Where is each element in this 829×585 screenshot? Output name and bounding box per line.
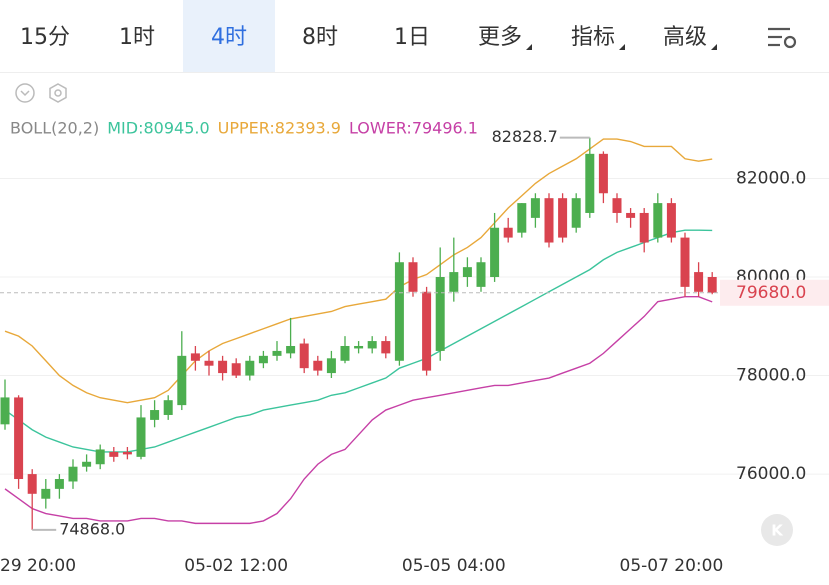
candle-body [680,237,690,287]
candle-body [598,153,608,194]
candle-body [476,262,486,287]
max-label: 82828.7 [492,127,558,146]
legend-entry: MID:80945.0 [107,119,209,138]
candle-body [54,479,64,489]
candle-body [190,353,200,361]
tab[interactable]: 1日 [394,25,430,50]
candle-body [0,397,10,425]
candle-body [326,358,336,374]
candle-body [177,355,187,406]
x-tick-label: 05-05 04:00 [402,556,506,576]
boll-line [4,229,713,453]
candle-body [163,400,173,415]
y-tick-label: 82000.0 [736,168,806,188]
tab[interactable]: 15分 [20,25,70,50]
y-tick-label: 76000.0 [736,464,806,484]
candle-body [571,198,581,228]
candle-body [150,410,160,420]
candle-body [109,451,119,457]
candle-body [462,267,472,278]
y-tick-label: 78000.0 [736,366,806,386]
x-tick-label: 29 20:00 [0,556,76,576]
candle-body [204,360,214,366]
tab-bar [0,0,829,72]
candle-body [272,350,282,356]
tab[interactable]: 高级 [663,25,707,50]
candle-body [422,291,432,371]
candle-body [354,345,364,349]
candle-body [530,198,540,218]
legend-entry: LOWER:79496.1 [349,119,478,138]
candle-body [544,198,554,243]
candle-body [503,227,513,238]
min-label: 74868.0 [59,519,125,538]
tab[interactable]: 8时 [302,25,338,50]
candle-body [136,417,146,457]
candle-body [558,198,568,238]
candle-body [435,277,445,351]
x-tick-label: 05-07 20:00 [620,556,724,576]
candle-body [612,198,622,213]
candle-body [449,272,459,292]
candle-body [27,474,37,494]
candle-body [231,363,241,376]
x-tick-label: 05-02 12:00 [184,556,288,576]
candle-body [585,153,595,213]
dropdown-arrow [526,44,532,50]
dropdown-arrow [711,44,717,50]
legend-entry: UPPER:82393.9 [218,119,341,138]
tab[interactable]: 更多 [478,25,522,50]
candle-body [313,360,323,371]
settings-icon[interactable] [768,27,797,49]
last-price-label: 79680.0 [736,283,806,303]
candle-body [218,360,228,374]
candle-body [286,345,296,354]
scroll-end-button[interactable] [761,514,793,546]
candle-body [517,203,527,233]
tab[interactable]: 指标 [571,25,615,50]
boll-line [4,296,713,525]
candle-body [626,212,636,218]
candle-body [340,345,350,361]
candle-body [122,451,132,455]
candle-body [299,343,309,369]
candle-body [394,262,404,361]
legend-entry: BOLL(20,2) [10,119,99,138]
candle-body [653,203,663,238]
collapse-icon[interactable] [15,83,35,103]
candle-body [367,341,377,349]
candle-body [82,461,92,467]
candle-body [41,488,51,499]
candle-body [639,212,649,243]
candle-body [490,227,500,278]
candle-body [258,355,268,364]
candle-body [666,203,676,238]
last-price-tag [720,279,829,306]
candle-body [381,341,391,354]
tab-active-bg [183,0,275,72]
candle-body [694,272,704,292]
candle-body [408,262,418,292]
candle-body [68,466,78,482]
indicator-settings-dot [54,89,62,97]
tab[interactable]: 1时 [119,25,155,50]
boll-line [4,138,713,404]
candle-body [95,449,105,465]
collapse-arrow [20,90,30,97]
candle-body [14,397,24,480]
candle-body [245,360,255,376]
tab[interactable]: 4时 [211,25,247,50]
scroll-end-icon: K [771,522,784,540]
indicator-settings-icon[interactable] [49,83,67,103]
dropdown-arrow [619,44,625,50]
candle-body [707,277,717,293]
